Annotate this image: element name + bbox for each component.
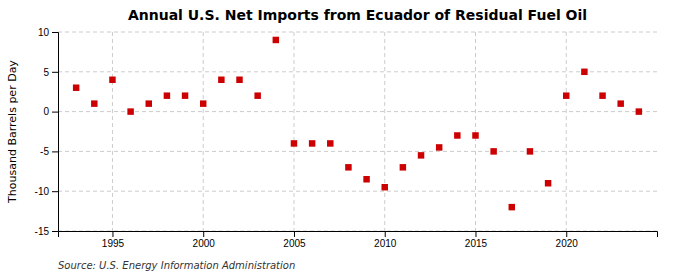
grid-line xyxy=(112,32,113,231)
point xyxy=(236,77,242,83)
plot: 1995 2000 2005 2010 2015 2020 -15 -10 -5 0 5 10 xyxy=(35,27,658,249)
point xyxy=(164,92,170,98)
tick-mark xyxy=(566,231,567,237)
point xyxy=(200,100,206,106)
tick: 10 xyxy=(38,27,58,38)
tick: 1995 xyxy=(102,231,125,249)
point xyxy=(182,92,188,98)
point xyxy=(218,77,224,83)
grid-line xyxy=(58,32,657,33)
tick: 2000 xyxy=(193,231,216,249)
points xyxy=(73,37,642,211)
grid-line xyxy=(293,32,294,231)
grid-line xyxy=(203,32,204,231)
grid-line xyxy=(58,111,657,112)
grid-line xyxy=(58,71,657,72)
grid-line xyxy=(384,32,385,231)
point xyxy=(73,84,79,90)
tick: 5 xyxy=(43,67,58,78)
axis-line xyxy=(52,33,59,232)
point xyxy=(454,132,460,138)
point xyxy=(109,77,115,83)
point xyxy=(400,164,406,170)
tick-label: 2020 xyxy=(556,238,579,249)
point xyxy=(581,69,587,75)
annotation: Source: U.S. Energy Information Administ… xyxy=(58,260,295,271)
tick-mark xyxy=(475,231,476,237)
tick-label: 10 xyxy=(38,27,50,38)
tick-label: -5 xyxy=(40,146,49,157)
point xyxy=(345,164,351,170)
tick-mark xyxy=(52,72,58,73)
point xyxy=(291,140,297,146)
tick-label: -15 xyxy=(35,226,50,237)
point xyxy=(254,92,260,98)
tick-label: 2000 xyxy=(193,238,216,249)
grid-line xyxy=(58,151,657,152)
title: Annual U.S. Net Imports from Ecuador of … xyxy=(128,7,587,23)
y-axis: -15 -10 -5 0 5 10 xyxy=(35,27,59,237)
tick: 2020 xyxy=(556,231,579,249)
tick: -5 xyxy=(40,146,58,157)
axis-line xyxy=(59,232,658,238)
point xyxy=(599,92,605,98)
point xyxy=(636,108,642,114)
point xyxy=(327,140,333,146)
grid xyxy=(58,32,657,231)
tick-mark xyxy=(52,191,58,192)
point xyxy=(381,184,387,190)
point xyxy=(563,92,569,98)
tick-mark xyxy=(52,151,58,152)
tick: -10 xyxy=(35,186,58,197)
tick-label: -10 xyxy=(35,186,50,197)
tick-mark xyxy=(52,231,58,232)
point xyxy=(545,180,551,186)
tick-mark xyxy=(52,32,58,33)
tick: 2005 xyxy=(283,231,306,249)
tick: -15 xyxy=(35,226,58,237)
tick-mark xyxy=(385,231,386,237)
tick-label: 0 xyxy=(43,106,49,117)
point xyxy=(273,37,279,43)
point xyxy=(146,100,152,106)
point xyxy=(309,140,315,146)
point xyxy=(363,176,369,182)
tick: 2015 xyxy=(465,231,488,249)
tick-mark xyxy=(203,231,204,237)
point xyxy=(527,148,533,154)
y-axis-label: Thousand Barrels per Day xyxy=(6,60,19,204)
tick-label: 5 xyxy=(43,67,49,78)
grid-line xyxy=(566,32,567,231)
point xyxy=(490,148,496,154)
grid-line xyxy=(475,32,476,231)
grid-line xyxy=(58,191,657,192)
point xyxy=(127,108,133,114)
tick-mark xyxy=(294,231,295,237)
tick-label: 2010 xyxy=(374,238,397,249)
point xyxy=(436,144,442,150)
x-axis: 1995 2000 2005 2010 2015 2020 xyxy=(59,231,658,249)
point xyxy=(472,132,478,138)
point xyxy=(418,152,424,158)
tick-mark xyxy=(52,112,58,113)
point xyxy=(91,100,97,106)
point xyxy=(509,204,515,210)
tick-label: 2015 xyxy=(465,238,488,249)
tick: 0 xyxy=(43,106,58,117)
chart: 1995 2000 2005 2010 2015 2020 -15 -10 -5 0 5 10 Annu… xyxy=(0,0,675,275)
tick: 2010 xyxy=(374,231,397,249)
tick-label: 2005 xyxy=(283,238,306,249)
tick-label: 1995 xyxy=(102,238,125,249)
tick-mark xyxy=(112,231,113,237)
point xyxy=(617,100,623,106)
